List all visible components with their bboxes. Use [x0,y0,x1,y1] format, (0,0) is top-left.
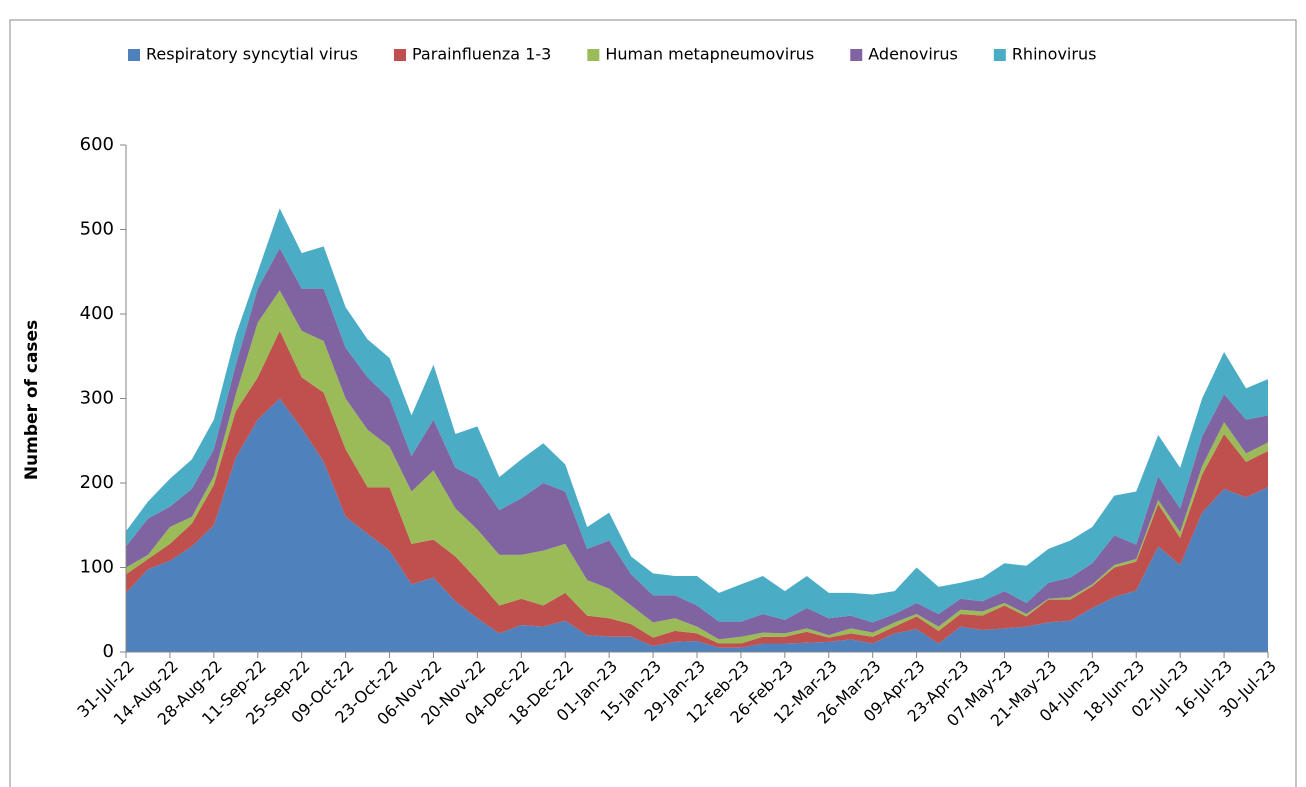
y-tick-label: 600 [80,134,114,155]
legend-label: Respiratory syncytial virus [146,45,358,64]
legend-swatch [993,49,1006,61]
legend-swatch [128,49,140,61]
y-tick-label: 500 [80,219,114,240]
legend-swatch [850,49,863,61]
y-tick-label: 400 [80,303,114,324]
legend-label: Rhinovirus [1012,45,1097,64]
legend-label: Human metapneumovirus [605,45,814,64]
legend-swatch [394,49,406,61]
y-tick-label: 100 [80,557,114,578]
y-tick-label: 0 [103,641,114,662]
y-tick-label: 200 [80,472,114,493]
y-axis-label: Number of cases [22,320,42,480]
legend-label: Parainfluenza 1-3 [412,45,551,64]
area [126,330,1268,648]
legend-label: Adenovirus [868,45,958,64]
legend-swatch [587,49,600,61]
y-tick-label: 300 [80,388,114,409]
area [126,398,1268,652]
